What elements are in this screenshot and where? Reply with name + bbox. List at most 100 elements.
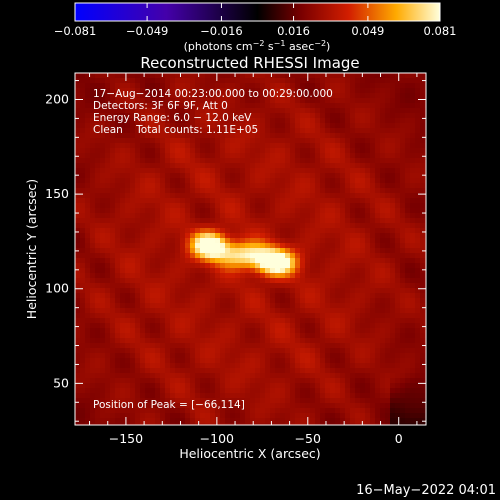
heatmap-cell	[240, 228, 246, 234]
heatmap-cell	[355, 148, 361, 154]
heatmap-cell	[265, 298, 271, 304]
heatmap-cell	[315, 298, 321, 304]
heatmap-cell	[240, 353, 246, 359]
heatmap-cell	[185, 233, 191, 239]
heatmap-cell	[410, 418, 416, 424]
heatmap-cell	[225, 298, 231, 304]
heatmap-cell	[100, 123, 106, 129]
heatmap-cell	[255, 153, 261, 159]
heatmap-cell	[90, 243, 96, 249]
heatmap-cell	[160, 393, 166, 399]
heatmap-cell	[285, 343, 291, 349]
heatmap-cell	[120, 378, 126, 384]
heatmap-cell	[125, 243, 131, 249]
heatmap-cell	[165, 373, 171, 379]
heatmap-cell	[295, 163, 301, 169]
heatmap-cell	[395, 188, 401, 194]
heatmap-cell	[115, 213, 121, 219]
heatmap-cell	[100, 353, 106, 359]
heatmap-cell	[220, 383, 226, 389]
heatmap-cell	[295, 183, 301, 189]
heatmap-cell	[315, 263, 321, 269]
heatmap-cell	[220, 188, 226, 194]
heatmap-cell	[175, 293, 181, 299]
heatmap-cell	[165, 223, 171, 229]
heatmap-cell	[135, 288, 141, 294]
heatmap-cell	[175, 78, 181, 84]
heatmap-cell	[205, 258, 211, 264]
heatmap-cell	[195, 298, 201, 304]
heatmap-cell	[240, 218, 246, 224]
heatmap-cell	[355, 248, 361, 254]
heatmap-cell	[75, 388, 81, 394]
heatmap-cell	[215, 123, 221, 129]
heatmap-cell	[265, 308, 271, 314]
heatmap-cell	[325, 348, 331, 354]
heatmap-cell	[160, 278, 166, 284]
heatmap-cell	[160, 288, 166, 294]
heatmap-cell	[140, 78, 146, 84]
heatmap-cell	[380, 283, 386, 289]
heatmap-cell	[235, 173, 241, 179]
heatmap-cell	[375, 123, 381, 129]
heatmap-cell	[75, 143, 81, 149]
heatmap-cell	[120, 328, 126, 334]
heatmap-cell	[205, 143, 211, 149]
heatmap-cell	[125, 298, 131, 304]
heatmap-cell	[175, 153, 181, 159]
heatmap-cell	[240, 108, 246, 114]
heatmap-cell	[230, 123, 236, 129]
heatmap-cell	[195, 378, 201, 384]
heatmap-cell	[240, 178, 246, 184]
heatmap-cell	[305, 128, 311, 134]
heatmap-cell	[345, 78, 351, 84]
heatmap-cell	[315, 178, 321, 184]
heatmap-cell	[95, 298, 101, 304]
heatmap-cell	[80, 398, 86, 404]
heatmap-cell	[245, 178, 251, 184]
heatmap-cell	[350, 393, 356, 399]
heatmap-cell	[355, 318, 361, 324]
heatmap-cell	[405, 208, 411, 214]
heatmap-cell	[340, 318, 346, 324]
heatmap-cell	[165, 393, 171, 399]
heatmap-cell	[200, 403, 206, 409]
heatmap-cell	[90, 403, 96, 409]
heatmap-cell	[160, 103, 166, 109]
heatmap-cell	[130, 168, 136, 174]
heatmap-cell	[325, 318, 331, 324]
heatmap-cell	[380, 263, 386, 269]
heatmap-cell	[105, 373, 111, 379]
heatmap-cell	[325, 73, 331, 79]
heatmap-cell	[345, 408, 351, 414]
heatmap-cell	[200, 373, 206, 379]
heatmap-cell	[245, 108, 251, 114]
heatmap-cell	[160, 163, 166, 169]
heatmap-cell	[95, 418, 101, 424]
heatmap-cell	[95, 233, 101, 239]
heatmap-cell	[140, 258, 146, 264]
heatmap-cell	[355, 178, 361, 184]
heatmap-cell	[165, 413, 171, 419]
heatmap-cell	[75, 268, 81, 274]
heatmap-cell	[240, 323, 246, 329]
heatmap-cell	[355, 88, 361, 94]
heatmap-cell	[110, 333, 116, 339]
heatmap-cell	[345, 353, 351, 359]
heatmap-cell	[75, 313, 81, 319]
colorbar	[74, 2, 441, 22]
colorbar-tick-label: −0.016	[200, 24, 243, 38]
heatmap-cell	[340, 403, 346, 409]
heatmap-cell	[295, 273, 301, 279]
heatmap-cell	[405, 388, 411, 394]
heatmap-cell	[340, 73, 346, 79]
heatmap-cell	[90, 203, 96, 209]
heatmap-cell	[285, 383, 291, 389]
heatmap-cell	[295, 203, 301, 209]
heatmap-cell	[150, 263, 156, 269]
heatmap-cell	[200, 173, 206, 179]
heatmap-cell	[420, 103, 426, 109]
heatmap-cell	[295, 258, 301, 264]
heatmap-cell	[210, 288, 216, 294]
heatmap-cell	[295, 213, 301, 219]
